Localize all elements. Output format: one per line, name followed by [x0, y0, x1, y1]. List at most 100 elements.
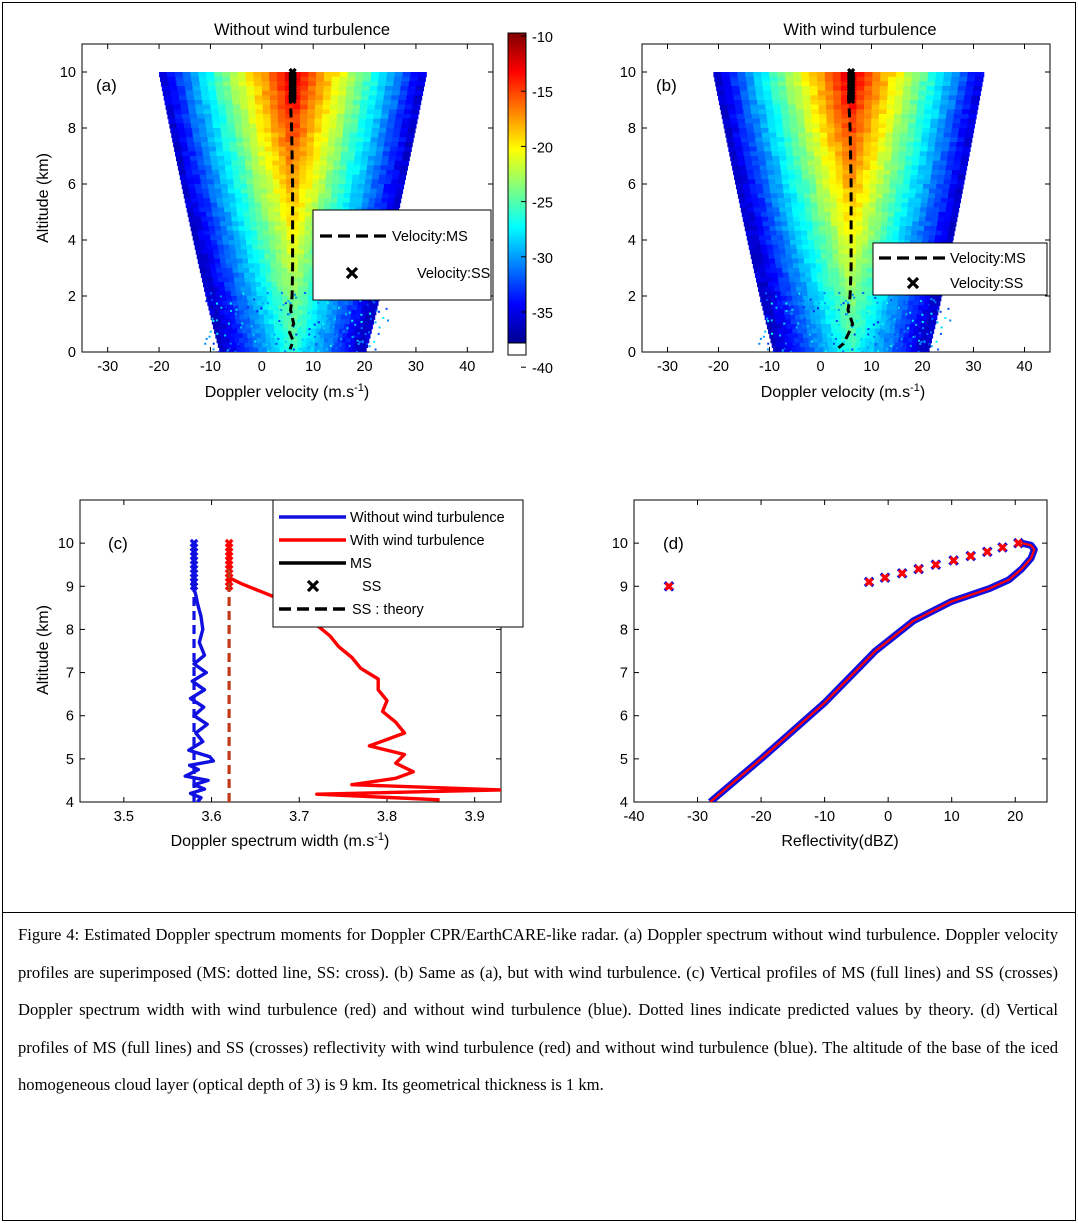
spectrum-cell — [299, 193, 307, 199]
spectrum-cell — [802, 249, 810, 255]
spectrum-cell — [900, 324, 906, 330]
spectrum-cell — [335, 128, 344, 134]
spectrum-cell — [782, 300, 789, 306]
spectrum-cell — [799, 272, 807, 278]
spectrum-cell — [886, 118, 895, 124]
spectrum-cell — [271, 132, 279, 138]
spectrum-cell — [207, 249, 214, 255]
spectrum-speckle — [256, 310, 259, 313]
spectrum-cell — [245, 282, 252, 288]
spectrum-speckle — [798, 292, 801, 295]
spectrum-cell — [756, 254, 764, 260]
spectrum-cell — [218, 114, 227, 120]
spectrum-cell — [784, 282, 791, 288]
spectrum-cell — [910, 174, 918, 180]
spectrum-cell — [257, 230, 264, 236]
spectrum-cell — [340, 347, 346, 352]
spectrum-speckle — [930, 312, 933, 315]
spectrum-cell — [361, 305, 368, 311]
spectrum-cell — [248, 109, 257, 115]
spectrum-cell — [746, 81, 756, 87]
spectrum-cell — [752, 160, 760, 166]
spectrum-cell — [281, 277, 288, 283]
spectrum-speckle — [779, 334, 782, 337]
spectrum-cell — [254, 319, 260, 325]
spectrum-cell — [361, 328, 368, 334]
spectrum-cell — [232, 221, 239, 227]
spectrum-cell — [328, 128, 337, 134]
spectrum-cell — [734, 179, 743, 185]
spectrum-cell — [218, 328, 224, 334]
spectrum-cell — [864, 90, 873, 96]
spectrum-cell — [834, 132, 843, 138]
spectrum-cell — [345, 314, 352, 320]
spectrum-cell — [781, 342, 787, 348]
spectrum-cell — [349, 342, 355, 348]
spectrum-cell — [926, 156, 934, 162]
spectrum-cell — [220, 123, 228, 129]
spectrum-cell — [855, 300, 862, 306]
spectrum-cell — [740, 90, 749, 96]
spectrum-cell — [849, 142, 857, 148]
spectrum-cell — [346, 86, 355, 92]
spectrum-cell — [207, 216, 214, 222]
spectrum-cell — [319, 165, 327, 171]
spectrum-cell — [930, 226, 937, 232]
spectrum-cell — [926, 338, 932, 344]
spectrum-cell — [828, 282, 835, 288]
y-tick-label: 4 — [68, 233, 76, 249]
spectrum-cell — [959, 165, 968, 171]
spectrum-cell — [809, 90, 819, 96]
spectrum-cell — [210, 198, 218, 204]
spectrum-cell — [229, 72, 239, 78]
spectrum-cell — [217, 156, 225, 162]
spectrum-cell — [835, 305, 841, 311]
spectrum-cell — [309, 347, 315, 352]
spectrum-cell — [292, 212, 300, 218]
spectrum-cell — [234, 282, 241, 288]
spectrum-speckle — [867, 333, 870, 336]
spectrum-cell — [809, 188, 818, 194]
spectrum-cell — [959, 72, 969, 78]
spectrum-cell — [773, 310, 780, 316]
spectrum-cell — [782, 328, 789, 334]
y-tick-label: 10 — [612, 536, 628, 552]
spectrum-cell — [279, 193, 287, 199]
spectrum-cell — [758, 230, 765, 236]
spectrum-cell — [292, 230, 300, 236]
spectrum-cell — [907, 207, 915, 213]
spectrum-cell — [856, 165, 864, 171]
spectrum-cell — [780, 100, 789, 106]
spectrum-cell — [264, 132, 272, 138]
spectrum-cell — [282, 291, 289, 297]
spectrum-cell — [840, 314, 847, 320]
spectrum-cell — [850, 310, 857, 316]
spectrum-cell — [778, 333, 785, 339]
spectrum-cell — [896, 174, 905, 180]
spectrum-cell — [797, 198, 805, 204]
spectrum-cell — [305, 174, 314, 180]
spectrum-cell — [297, 333, 303, 339]
spectrum-cell — [258, 156, 266, 162]
spectrum-cell — [750, 104, 759, 110]
spectrum-cell — [898, 230, 906, 236]
spectrum-speckle — [297, 320, 300, 323]
spectrum-cell — [363, 188, 371, 194]
spectrum-speckle — [877, 321, 880, 324]
spectrum-cell — [782, 123, 791, 129]
spectrum-cell — [798, 212, 806, 218]
spectrum-cell — [884, 151, 893, 157]
spectrum-cell — [227, 123, 236, 129]
spectrum-cell — [211, 109, 220, 115]
spectrum-cell — [768, 286, 775, 292]
spectrum-cell — [924, 170, 933, 176]
ss-with-cross — [864, 577, 874, 587]
spectrum-cell — [761, 300, 768, 306]
spectrum-cell — [336, 314, 342, 320]
spectrum-cell — [340, 156, 349, 162]
spectrum-cell — [850, 268, 857, 274]
spectrum-cell — [398, 100, 407, 106]
spectrum-cell — [233, 179, 241, 185]
spectrum-cell — [286, 230, 294, 236]
spectrum-speckle — [877, 332, 880, 335]
